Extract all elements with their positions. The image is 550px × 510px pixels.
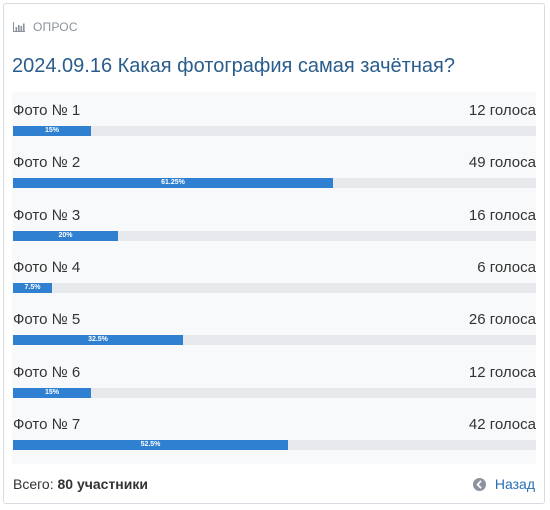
- poll-results: Фото № 1 12 голоса 15% Фото № 2 49 голоса 61.…: [12, 92, 536, 464]
- back-label: Назад: [494, 476, 535, 492]
- poll-option-votes: 42 голоса: [468, 415, 536, 433]
- poll-option-label: Фото № 5: [13, 311, 81, 329]
- poll-option-row: Фото № 2 49 голоса 61.25%: [12, 144, 536, 196]
- poll-label-text: ОПРОС: [33, 20, 78, 34]
- bar-chart-icon: [13, 22, 25, 32]
- poll-option-row: Фото № 6 12 голоса 15%: [12, 354, 536, 406]
- poll-option-votes: 6 голоса: [477, 258, 536, 276]
- poll-option-bar-track: 7.5%: [13, 282, 536, 293]
- poll-option-votes: 12 голоса: [468, 363, 536, 381]
- back-button[interactable]: Назад: [472, 476, 535, 492]
- poll-option-votes: 12 голоса: [468, 102, 536, 119]
- poll-option-bar-track: 15%: [13, 387, 536, 398]
- poll-card: ОПРОС 2024.09.16 Какая фотография самая …: [3, 3, 545, 504]
- circle-arrow-left-icon: [472, 477, 486, 491]
- poll-option-label: Фото № 3: [13, 206, 81, 224]
- poll-option-row: Фото № 5 26 голоса 32.5%: [12, 301, 536, 353]
- poll-option-bar-track: 61.25%: [13, 178, 536, 189]
- poll-option-votes: 26 голоса: [468, 311, 536, 329]
- poll-option-bar-fill: 15%: [13, 126, 91, 136]
- poll-option-row: Фото № 3 16 голоса 20%: [12, 197, 536, 249]
- poll-option-row: Фото № 7 42 голоса 52.5%: [12, 406, 536, 458]
- poll-option-bar-track: 32.5%: [13, 335, 536, 346]
- poll-option-row: Фото № 1 12 голоса 15%: [12, 92, 536, 144]
- poll-option-bar-fill: 15%: [13, 387, 91, 398]
- poll-option-label: Фото № 1: [13, 102, 81, 119]
- poll-option-bar-track: 20%: [13, 230, 536, 241]
- poll-option-label: Фото № 6: [13, 363, 81, 381]
- poll-option-votes: 49 голоса: [468, 154, 536, 172]
- poll-option-bar-fill: 20%: [13, 230, 118, 241]
- poll-option-row: Фото № 4 6 голоса 7.5%: [12, 249, 536, 301]
- poll-option-bar-fill: 32.5%: [13, 335, 183, 346]
- poll-option-label: Фото № 7: [13, 415, 81, 433]
- poll-title: 2024.09.16 Какая фотография самая зачётн…: [12, 55, 455, 77]
- total-value: 80 участники: [57, 476, 148, 492]
- poll-option-bar-fill: 52.5%: [13, 439, 288, 450]
- total-participants: Всего: 80 участники: [13, 476, 148, 492]
- poll-option-bar-fill: 61.25%: [13, 178, 333, 189]
- poll-option-label: Фото № 2: [13, 154, 81, 172]
- poll-option-bar-fill: 7.5%: [13, 282, 52, 293]
- poll-header: ОПРОС: [13, 20, 78, 34]
- poll-option-label: Фото № 4: [13, 258, 81, 276]
- poll-option-votes: 16 голоса: [468, 206, 536, 224]
- poll-option-bar-track: 15%: [13, 126, 536, 136]
- poll-option-bar-track: 52.5%: [13, 439, 536, 450]
- total-prefix: Всего:: [13, 476, 54, 492]
